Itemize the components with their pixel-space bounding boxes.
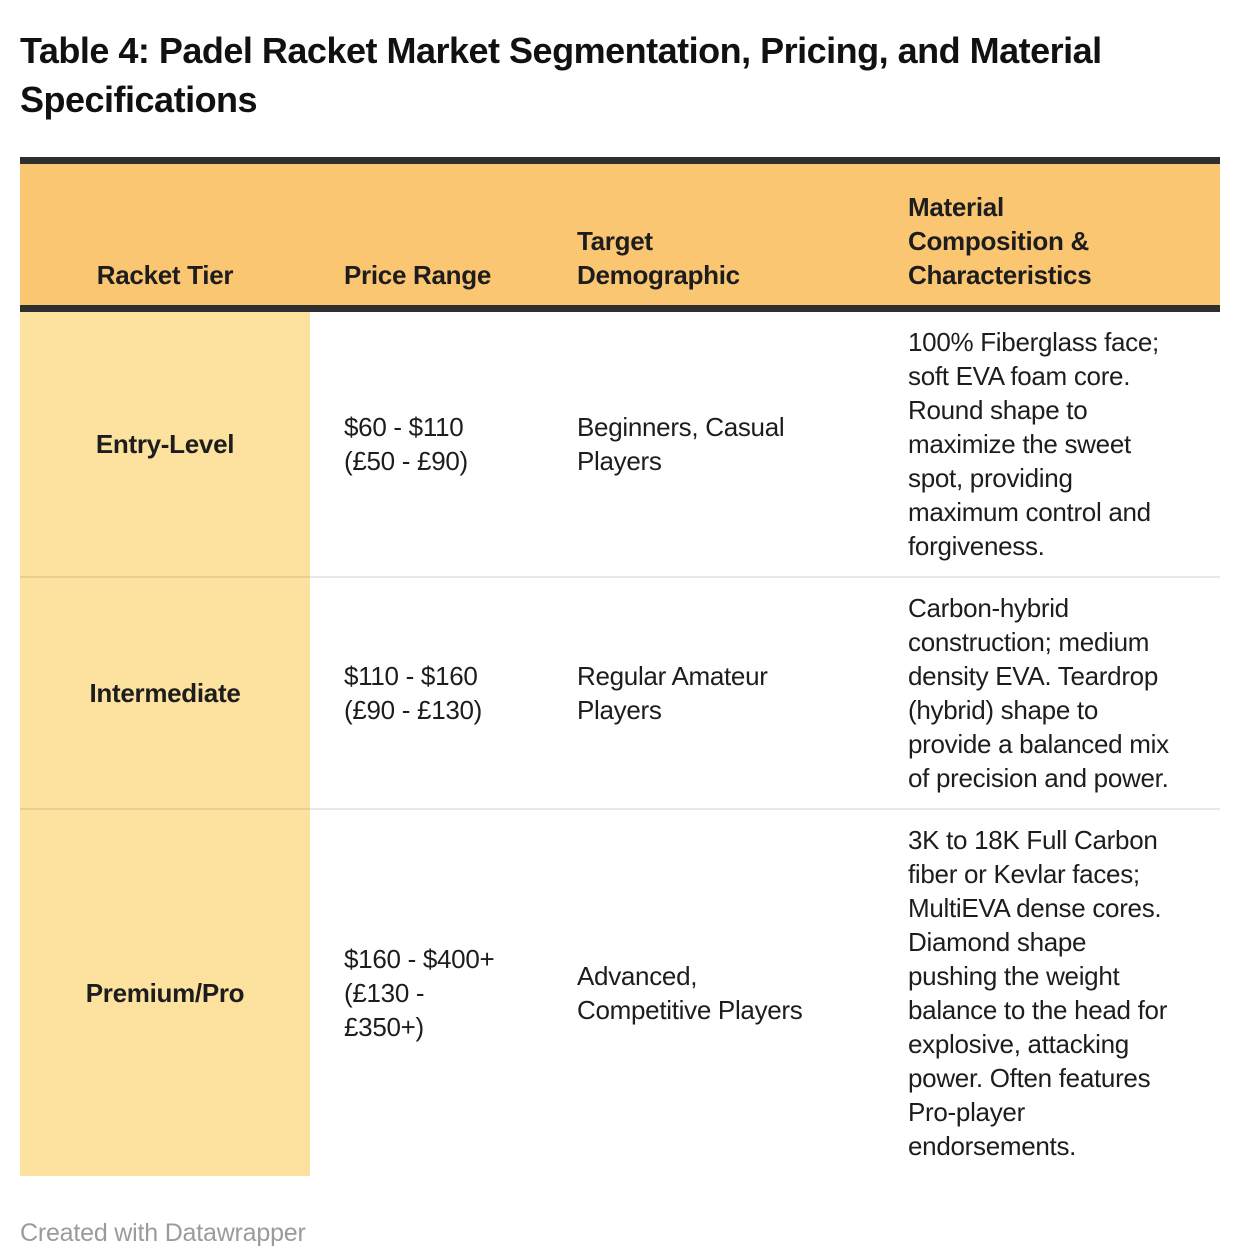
cell-material-composition: 3K to 18K Full Carbon fiber or Kevlar fa…	[874, 808, 1220, 1176]
table-row-premium-pro: Premium/Pro $160 - $400+ (£130 - £350+) …	[20, 808, 1220, 1176]
cell-target-demographic: Regular Amateur Players	[543, 576, 874, 808]
cell-price-range: $110 - $160 (£90 - £130)	[310, 576, 543, 808]
cell-tier: Premium/Pro	[20, 808, 310, 1176]
cell-material-composition: Carbon-hybrid construction; medium densi…	[874, 576, 1220, 808]
page-title: Table 4: Padel Racket Market Segmentatio…	[20, 30, 1102, 120]
cell-tier: Intermediate	[20, 576, 310, 808]
column-header-target-demographic: Target Demographic	[577, 226, 740, 290]
table-body: Entry-Level $60 - $110 (£50 - £90) Begin…	[20, 312, 1220, 1176]
column-header-material-composition: Material Composition & Characteristics	[908, 192, 1092, 290]
column-header-price-range: Price Range	[344, 260, 491, 290]
datawrapper-credit-link[interactable]: Created with Datawrapper	[20, 1219, 306, 1247]
cell-material-composition: 100% Fiberglass face; soft EVA foam core…	[908, 327, 1159, 561]
cell-tier: Entry-Level	[20, 312, 310, 576]
attribution-footer: Created with Datawrapper	[20, 1218, 1220, 1248]
cell-price-range: $60 - $110 (£50 - £90)	[344, 412, 468, 476]
cell-price-range: $160 - $400+ (£130 - £350+)	[310, 808, 543, 1176]
table-header-row: Racket Tier Price Range Target Demograph…	[20, 157, 1220, 312]
column-header-racket-tier: Racket Tier	[96, 260, 234, 290]
data-table: Racket Tier Price Range Target Demograph…	[20, 157, 1220, 1176]
table-row-entry-level: Entry-Level $60 - $110 (£50 - £90) Begin…	[20, 312, 1220, 576]
table-row-intermediate: Intermediate $110 - $160 (£90 - £130) Re…	[20, 576, 1220, 808]
cell-target-demographic: Advanced, Competitive Players	[543, 808, 874, 1176]
cell-target-demographic: Beginners, Casual Players	[577, 412, 785, 476]
